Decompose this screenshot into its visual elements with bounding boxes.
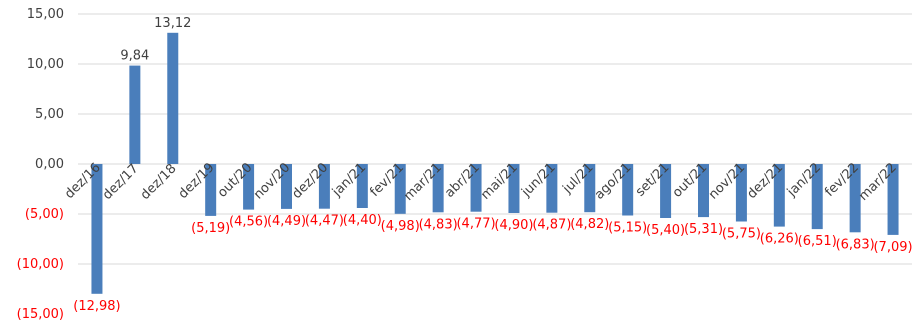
bar	[698, 164, 709, 218]
bar	[546, 164, 558, 213]
data-label: (4,49)	[267, 214, 306, 229]
data-label: (5,15)	[608, 221, 647, 236]
y-axis-tick-labels: 15,00 10,00 5,00 0,00 (5,00) (10,00) (15,00)	[17, 7, 64, 322]
gridlines	[78, 13, 912, 265]
bar	[167, 32, 179, 164]
data-label: 13,12	[154, 16, 191, 31]
category-label: dez/18	[138, 161, 180, 203]
data-label: (4,83)	[419, 217, 458, 232]
data-label: (4,56)	[229, 215, 268, 230]
bar	[318, 164, 330, 209]
bar	[887, 164, 899, 235]
data-label: (5,75)	[722, 227, 761, 242]
bar	[773, 164, 785, 227]
bar	[205, 164, 217, 216]
bar	[432, 164, 444, 213]
data-label: (4,77)	[456, 217, 495, 232]
data-label: (5,31)	[684, 222, 723, 237]
y-tick-label: 0,00	[35, 157, 64, 172]
y-tick-label: (10,00)	[17, 257, 64, 272]
bar	[91, 164, 103, 294]
data-label: (4,98)	[381, 219, 420, 234]
bar	[660, 164, 672, 218]
data-label: (4,90)	[494, 218, 533, 233]
bar	[735, 164, 747, 222]
data-label: (4,40)	[343, 213, 382, 228]
data-label: (4,47)	[305, 214, 344, 229]
bar	[281, 164, 292, 209]
data-label: (6,83)	[836, 237, 875, 252]
data-label: (12,98)	[73, 299, 120, 314]
data-label: (4,87)	[532, 218, 571, 233]
data-labels: (12,98) 9,84 13,12 (5,19)(4,56)(4,49)(4,47)…	[73, 16, 912, 314]
data-label: (6,51)	[798, 234, 837, 249]
bars	[91, 32, 899, 294]
bar	[129, 65, 141, 164]
data-label: (6,26)	[760, 232, 799, 247]
data-label: (5,40)	[646, 223, 685, 238]
bar	[508, 164, 520, 213]
y-tick-label: 10,00	[27, 57, 64, 72]
y-tick-label: 5,00	[35, 107, 64, 122]
bar	[356, 164, 368, 208]
bar	[811, 164, 823, 230]
data-label: (7,09)	[873, 240, 912, 255]
bar	[849, 164, 861, 233]
y-tick-label: (5,00)	[25, 207, 64, 222]
y-tick-label: (15,00)	[17, 307, 64, 322]
category-label: dez/17	[100, 161, 142, 203]
bar	[394, 164, 406, 214]
data-label: (5,19)	[191, 221, 230, 236]
bar	[584, 164, 596, 213]
bar	[622, 164, 634, 216]
data-label: 9,84	[120, 49, 149, 64]
y-tick-label: 15,00	[27, 7, 64, 22]
data-label: (4,82)	[570, 217, 609, 232]
bar	[243, 164, 255, 210]
bar	[470, 164, 482, 212]
